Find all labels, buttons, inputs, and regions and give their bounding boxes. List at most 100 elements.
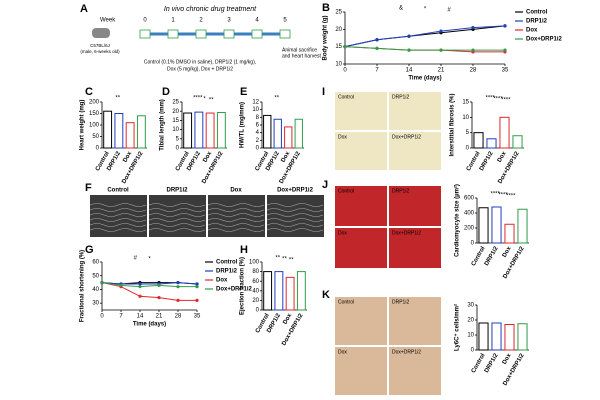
legend-label: Dox+DRP1i2 xyxy=(526,37,563,43)
mouse-icon xyxy=(92,28,110,38)
echo-wave xyxy=(148,228,206,232)
point xyxy=(195,282,199,286)
week-number: 5 xyxy=(283,18,287,24)
echo-wave xyxy=(266,228,324,232)
echo-wave xyxy=(266,203,324,207)
bar xyxy=(125,122,135,149)
x-tick-label: Dox xyxy=(122,150,133,163)
series-line xyxy=(101,282,198,285)
y-axis-label: Tibial length (mm) xyxy=(160,99,166,151)
legend-label: DRP1i2 xyxy=(216,269,238,275)
micrograph-label: Dox+DRP1i2 xyxy=(392,349,421,355)
echo-wave xyxy=(89,203,147,207)
point xyxy=(503,48,507,52)
week-number: 2 xyxy=(199,18,203,24)
echo-wave xyxy=(207,203,265,207)
series-line xyxy=(101,282,197,301)
bar xyxy=(504,223,515,244)
point xyxy=(375,46,379,51)
y-tick-label: 0 xyxy=(256,308,260,314)
micrograph-label: DRP1i2 xyxy=(392,188,409,194)
point xyxy=(407,34,411,38)
bar xyxy=(194,111,204,149)
point xyxy=(407,48,411,52)
syringe-icon xyxy=(139,29,151,39)
micrograph xyxy=(335,347,387,395)
y-tick-label: 0 xyxy=(96,146,100,152)
y-tick-label: 20 xyxy=(467,318,474,324)
y-tick-label: 0 xyxy=(256,146,260,152)
bar xyxy=(136,115,146,149)
timeline-title: In vivo chronic drug treatment xyxy=(164,6,257,13)
y-tick-label: 30 xyxy=(92,301,99,307)
echo-wave xyxy=(266,208,324,212)
echo-wave xyxy=(89,208,147,212)
bar xyxy=(263,271,273,311)
echo-image xyxy=(149,195,206,237)
x-tick-label: 28 xyxy=(175,314,182,320)
significance: # xyxy=(134,256,138,262)
echo-label: Dox xyxy=(230,188,242,194)
point xyxy=(119,283,123,287)
x-tick-label: 0 xyxy=(100,314,104,320)
panel-letter: J xyxy=(322,179,328,191)
echo-image xyxy=(267,195,324,237)
week-number: 3 xyxy=(227,18,231,24)
y-tick-label: 10 xyxy=(462,115,469,121)
legend-label: Control xyxy=(216,260,238,266)
micrograph-label: Dox xyxy=(338,134,347,140)
point xyxy=(343,45,347,49)
x-tick-label: Dox xyxy=(280,150,291,163)
panel-letter: D xyxy=(162,86,170,98)
series-line xyxy=(344,25,506,48)
y-tick-label: 12 xyxy=(252,100,259,106)
syringe-icon xyxy=(223,29,235,39)
y-tick-label: 25 xyxy=(335,10,342,16)
end-text: and heart harvest xyxy=(282,53,322,59)
y-tick-label: 100 xyxy=(89,123,100,129)
bar xyxy=(486,138,497,149)
series-line xyxy=(344,46,505,53)
panel-letter: H xyxy=(240,244,248,256)
micrograph-label: Dox+DRP1i2 xyxy=(392,230,421,236)
treatment-text: Dox (5 mg/kg), Dox + DRP1i2 xyxy=(167,66,233,72)
significance: ** xyxy=(115,96,120,102)
week-number: 1 xyxy=(171,18,175,24)
micrograph xyxy=(389,347,441,395)
panel-letter: G xyxy=(85,244,94,256)
y-tick-label: 80 xyxy=(252,269,259,275)
point xyxy=(439,48,443,52)
panel-a: A In vivo chronic drug treatment Week C5… xyxy=(80,3,322,72)
series-line xyxy=(101,282,197,288)
y-tick-label: 10 xyxy=(252,107,259,113)
y-tick-label: 15 xyxy=(335,44,342,50)
point xyxy=(195,285,199,289)
y-tick-label: 100 xyxy=(249,260,260,266)
y-tick-label: 10 xyxy=(335,62,342,68)
echo-wave xyxy=(207,223,265,227)
significance: * xyxy=(203,97,206,103)
significance: ** xyxy=(275,256,280,262)
x-tick-label: Dox xyxy=(202,150,213,163)
bar xyxy=(114,113,124,149)
legend-label: Dox xyxy=(216,278,228,284)
syringe-icon xyxy=(167,29,179,39)
y-tick-label: 200 xyxy=(464,226,475,232)
significance: **** xyxy=(506,194,516,200)
bar xyxy=(512,135,523,149)
significance: ** xyxy=(289,258,294,264)
bar xyxy=(478,207,489,244)
y-tick-label: 5 xyxy=(176,136,180,142)
y-tick-label: 600 xyxy=(464,196,475,202)
x-tick-label: 14 xyxy=(137,314,144,320)
bar xyxy=(504,324,515,351)
panel-letter: F xyxy=(85,182,92,194)
bar xyxy=(491,206,502,244)
y-tick-label: 150 xyxy=(89,111,100,117)
significance: **** xyxy=(501,98,511,104)
echo-wave xyxy=(266,218,324,222)
point xyxy=(375,38,379,42)
bar xyxy=(294,118,303,149)
legend-label: Dox+DRP1i2 xyxy=(216,287,253,293)
